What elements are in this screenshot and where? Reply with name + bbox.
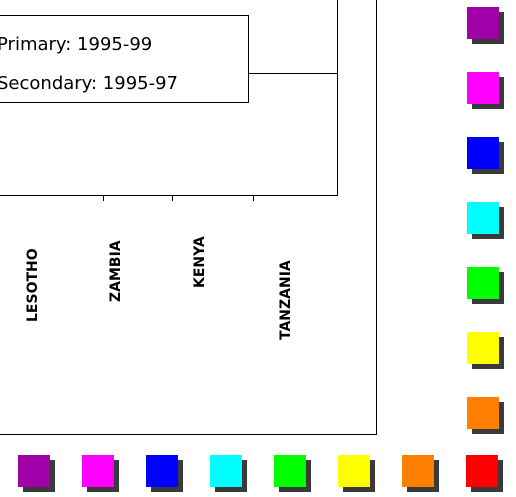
swatch-row-5 [338,455,375,492]
swatch-face [466,455,498,487]
legend-connector-line [248,73,337,74]
x-axis-label-zambia: ZAMBIA [108,240,124,302]
swatch-column-3 [467,202,504,239]
swatch-column-5 [467,332,504,369]
swatch-face [467,137,499,169]
swatch-row-0 [18,455,55,492]
swatch-face [467,72,499,104]
swatch-row-6 [402,455,439,492]
swatch-face [402,455,434,487]
swatch-face [18,455,50,487]
swatch-column-4 [467,267,504,304]
swatch-column-6 [467,397,504,434]
x-axis-label-lesotho: LESOTHO [25,248,41,322]
swatch-face [467,267,499,299]
swatch-row-7 [466,455,503,492]
legend: Primary: 1995-99 Secondary: 1995-97 [0,15,249,103]
plot-area [0,0,338,196]
x-axis-label-kenya: KENYA [192,236,208,288]
swatch-face [146,455,178,487]
x-axis-label-tanzania: TANZANIA [278,260,294,340]
swatch-column-2 [467,137,504,174]
swatch-row-2 [146,455,183,492]
swatch-face [274,455,306,487]
swatch-row-3 [210,455,247,492]
swatch-face [467,397,499,429]
swatch-column-0 [467,7,504,44]
swatch-face [467,202,499,234]
x-axis-tick [172,195,173,201]
swatch-face [82,455,114,487]
x-axis-tick [253,195,254,201]
swatch-face [338,455,370,487]
legend-entry-secondary: Secondary: 1995-97 [0,73,179,94]
x-axis-tick [103,195,104,201]
swatch-face [210,455,242,487]
swatch-face [467,7,499,39]
swatch-column-1 [467,72,504,109]
swatch-face [467,332,499,364]
swatch-row-1 [82,455,119,492]
legend-entry-primary: Primary: 1995-99 [0,34,153,55]
swatch-row-4 [274,455,311,492]
